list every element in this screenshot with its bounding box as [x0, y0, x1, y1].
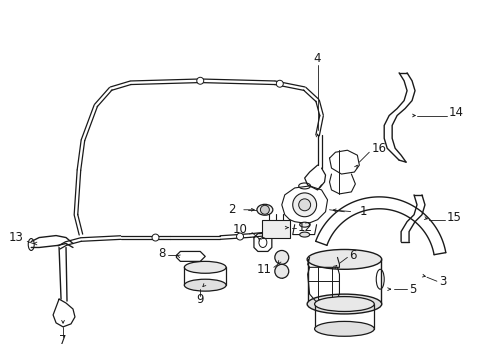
Circle shape	[196, 77, 203, 84]
Text: 11: 11	[256, 263, 271, 276]
Text: 15: 15	[446, 211, 461, 224]
Circle shape	[292, 193, 316, 217]
Ellipse shape	[184, 279, 225, 291]
Text: 4: 4	[313, 53, 321, 66]
Text: 13: 13	[8, 231, 23, 244]
Text: 10: 10	[233, 223, 247, 236]
Ellipse shape	[184, 261, 225, 273]
Text: 12: 12	[297, 221, 312, 234]
Circle shape	[274, 251, 288, 264]
Circle shape	[236, 233, 243, 240]
Text: 14: 14	[448, 106, 463, 119]
Text: 2: 2	[228, 203, 236, 216]
Text: 6: 6	[349, 249, 356, 262]
Ellipse shape	[256, 204, 272, 215]
Text: 7: 7	[59, 334, 67, 347]
Ellipse shape	[306, 294, 381, 314]
Circle shape	[152, 234, 159, 241]
Ellipse shape	[299, 232, 309, 237]
Text: 1: 1	[359, 205, 366, 218]
Text: 9: 9	[196, 293, 203, 306]
Bar	[262, 220, 289, 238]
Circle shape	[298, 199, 310, 211]
Text: 3: 3	[438, 275, 446, 288]
Ellipse shape	[314, 297, 373, 311]
Ellipse shape	[299, 222, 309, 227]
Ellipse shape	[314, 321, 373, 336]
Circle shape	[274, 264, 288, 278]
Ellipse shape	[306, 249, 381, 269]
Text: 5: 5	[408, 283, 416, 296]
Circle shape	[276, 80, 283, 87]
Circle shape	[260, 205, 269, 214]
Text: 16: 16	[370, 142, 386, 155]
Text: 8: 8	[158, 247, 165, 260]
